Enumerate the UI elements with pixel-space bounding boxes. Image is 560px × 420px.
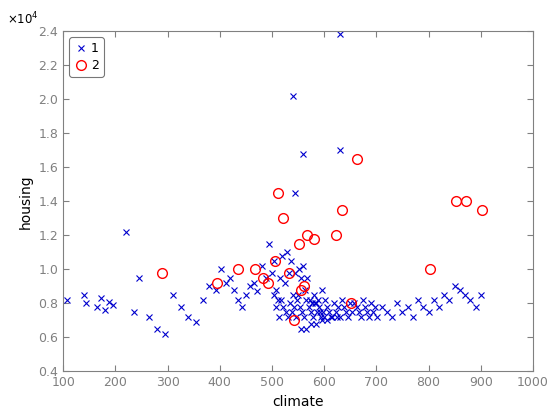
2 [275, 190, 282, 195]
2 [426, 267, 433, 272]
1 [101, 308, 108, 313]
2 [463, 199, 469, 204]
2 [310, 236, 317, 241]
2 [304, 233, 311, 238]
2 [453, 199, 460, 204]
2 [291, 318, 298, 323]
1 [337, 32, 343, 37]
2 [271, 258, 278, 263]
2 [354, 156, 361, 161]
Line: 1: 1 [64, 32, 483, 337]
Line: 2: 2 [157, 154, 487, 325]
2 [280, 216, 287, 221]
2 [260, 275, 267, 280]
1 [300, 263, 307, 268]
1 [280, 304, 287, 309]
2 [339, 207, 346, 212]
1 [63, 297, 70, 302]
X-axis label: climate: climate [272, 395, 324, 409]
2 [301, 284, 307, 289]
2 [348, 301, 354, 306]
Text: $\times10^4$: $\times10^4$ [7, 11, 39, 28]
2 [159, 270, 166, 275]
2 [296, 241, 302, 246]
1 [162, 331, 169, 336]
1 [154, 326, 161, 331]
Legend: 1, 2: 1, 2 [69, 37, 104, 77]
2 [235, 267, 241, 272]
2 [332, 233, 339, 238]
1 [321, 315, 328, 320]
2 [214, 281, 221, 286]
2 [252, 267, 259, 272]
2 [479, 207, 486, 212]
Y-axis label: housing: housing [19, 174, 33, 228]
1 [300, 151, 307, 156]
2 [298, 287, 305, 292]
2 [265, 281, 272, 286]
1 [277, 275, 284, 280]
2 [285, 270, 292, 275]
